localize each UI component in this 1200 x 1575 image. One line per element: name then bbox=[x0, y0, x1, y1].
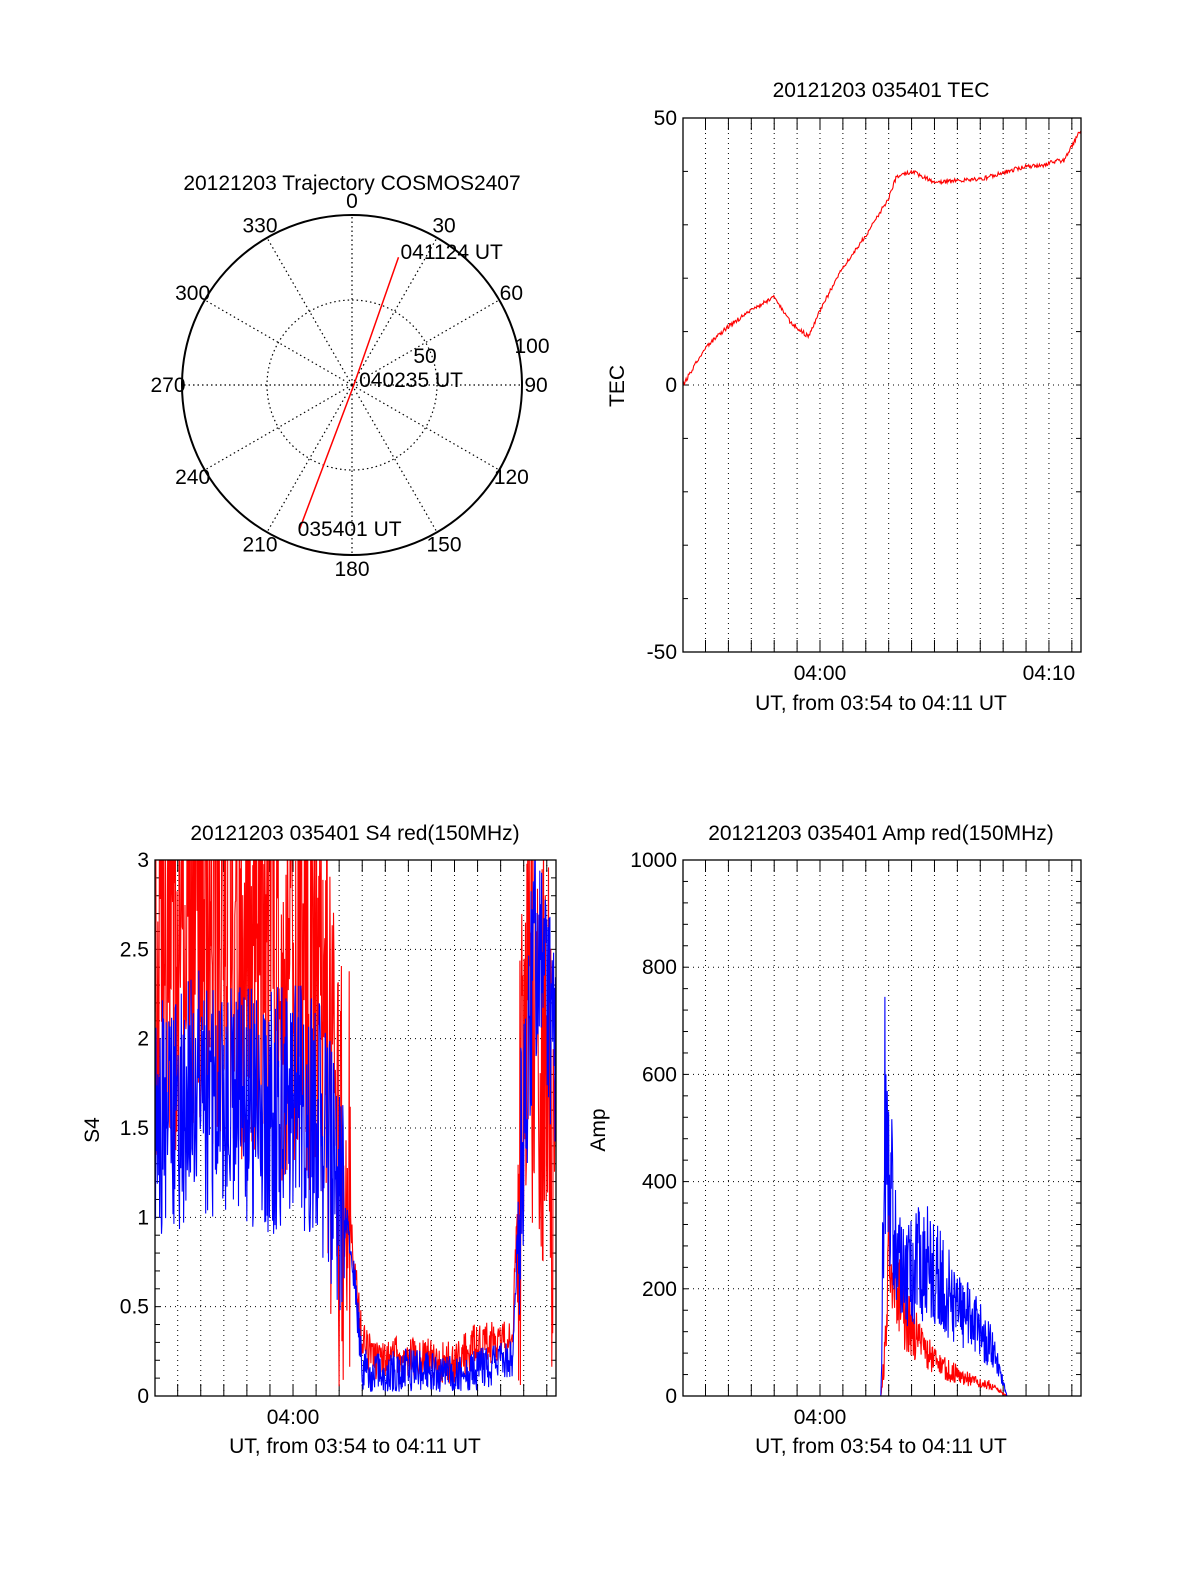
polar-angle-label: 60 bbox=[500, 282, 523, 305]
amp-plot: 0 200 400 600 800 1000 04:00 bbox=[630, 849, 1082, 1429]
trajectory-annotation: 041124 UT bbox=[401, 241, 504, 264]
polar-angle-label: 210 bbox=[242, 533, 277, 556]
trajectory-line bbox=[298, 256, 400, 530]
trajectory-annotation: 040235 UT bbox=[359, 369, 463, 392]
series-line bbox=[683, 131, 1081, 386]
y-tick-label: 1.5 bbox=[120, 1117, 149, 1140]
polar-spoke bbox=[266, 384, 353, 533]
x-tick-label: 04:10 bbox=[1023, 662, 1076, 685]
polar-spoke bbox=[266, 237, 353, 386]
tec-xlabel: UT, from 03:54 to 04:11 UT bbox=[755, 692, 1007, 715]
y-tick-label: 50 bbox=[654, 107, 677, 130]
polar-spoke bbox=[204, 299, 353, 386]
polar-angle-label: 330 bbox=[242, 215, 277, 238]
series-line bbox=[155, 860, 556, 1392]
y-tick-label: 2.5 bbox=[120, 938, 149, 961]
polar-spoke bbox=[351, 299, 500, 386]
y-tick-label: 400 bbox=[642, 1171, 677, 1194]
amp-ylabel: Amp bbox=[587, 1108, 610, 1151]
y-tick-label: 600 bbox=[642, 1063, 677, 1086]
plot-frame bbox=[154, 859, 557, 1397]
panel-trajectory: 20121203 Trajectory COSMOS2407 0 30 60 90 12… bbox=[150, 172, 549, 581]
polar-grid-circle bbox=[266, 299, 438, 471]
series-line bbox=[683, 996, 1081, 1396]
polar-angle-label: 240 bbox=[175, 466, 210, 489]
plot-frame bbox=[682, 117, 1082, 653]
tec-title: 20121203 035401 TEC bbox=[773, 79, 990, 102]
panel-s4: 20121203 035401 S4 red(150MHz) S4 UT, fr… bbox=[81, 822, 557, 1458]
y-tick-label: -50 bbox=[647, 641, 677, 664]
polar-spoke bbox=[204, 384, 353, 471]
polar-plot: 0 30 60 90 120 150 180 210 240 270 300 330 50 100 0411… bbox=[150, 190, 549, 581]
polar-angle-label: 180 bbox=[334, 558, 369, 581]
x-tick-label: 04:00 bbox=[794, 1406, 847, 1429]
polar-angle-label: 150 bbox=[426, 533, 461, 556]
polar-spoke bbox=[351, 237, 438, 386]
tec-ylabel: TEC bbox=[606, 365, 629, 407]
y-tick-label: 1 bbox=[137, 1206, 149, 1229]
polar-angle-label: 300 bbox=[175, 282, 210, 305]
amp-title: 20121203 035401 Amp red(150MHz) bbox=[708, 822, 1054, 845]
tec-plot: 50 0 -50 04:00 04:10 bbox=[647, 107, 1082, 685]
panel-amp: 20121203 035401 Amp red(150MHz) Amp UT, … bbox=[587, 822, 1082, 1458]
amp-xlabel: UT, from 03:54 to 04:11 UT bbox=[755, 1435, 1007, 1458]
polar-angle-label: 90 bbox=[524, 374, 547, 397]
y-tick-label: 0 bbox=[665, 374, 677, 397]
polar-radial-label: 50 bbox=[413, 345, 436, 368]
s4-ylabel: S4 bbox=[81, 1117, 104, 1143]
y-tick-label: 0 bbox=[665, 1385, 677, 1408]
series-line bbox=[683, 1209, 1081, 1396]
x-tick-label: 04:00 bbox=[794, 662, 847, 685]
polar-radial-label: 100 bbox=[514, 335, 549, 358]
polar-outer-circle bbox=[181, 214, 523, 556]
y-tick-label: 2 bbox=[137, 1028, 149, 1051]
trajectory-title: 20121203 Trajectory COSMOS2407 bbox=[183, 172, 520, 195]
polar-angle-label: 120 bbox=[494, 466, 529, 489]
polar-spoke bbox=[351, 384, 438, 533]
y-tick-label: 0 bbox=[137, 1385, 149, 1408]
y-tick-label: 3 bbox=[137, 849, 149, 872]
s4-xlabel: UT, from 03:54 to 04:11 UT bbox=[229, 1435, 481, 1458]
polar-angle-label: 30 bbox=[432, 215, 455, 238]
polar-angle-label: 0 bbox=[346, 190, 358, 213]
s4-title: 20121203 035401 S4 red(150MHz) bbox=[190, 822, 519, 845]
panel-tec: 20121203 035401 TEC TEC UT, from 03:54 t… bbox=[606, 79, 1082, 715]
polar-spoke bbox=[351, 384, 500, 471]
plot-frame bbox=[682, 859, 1082, 1397]
x-tick-label: 04:00 bbox=[267, 1406, 320, 1429]
s4-plot: 0 0.5 1 1.5 2 2.5 3 04:00 bbox=[120, 849, 557, 1429]
y-tick-label: 1000 bbox=[630, 849, 677, 872]
polar-angle-label: 270 bbox=[150, 374, 185, 397]
trajectory-annotation: 035401 UT bbox=[298, 518, 402, 541]
y-tick-label: 0.5 bbox=[120, 1296, 149, 1319]
y-tick-label: 200 bbox=[642, 1278, 677, 1301]
y-tick-label: 800 bbox=[642, 956, 677, 979]
